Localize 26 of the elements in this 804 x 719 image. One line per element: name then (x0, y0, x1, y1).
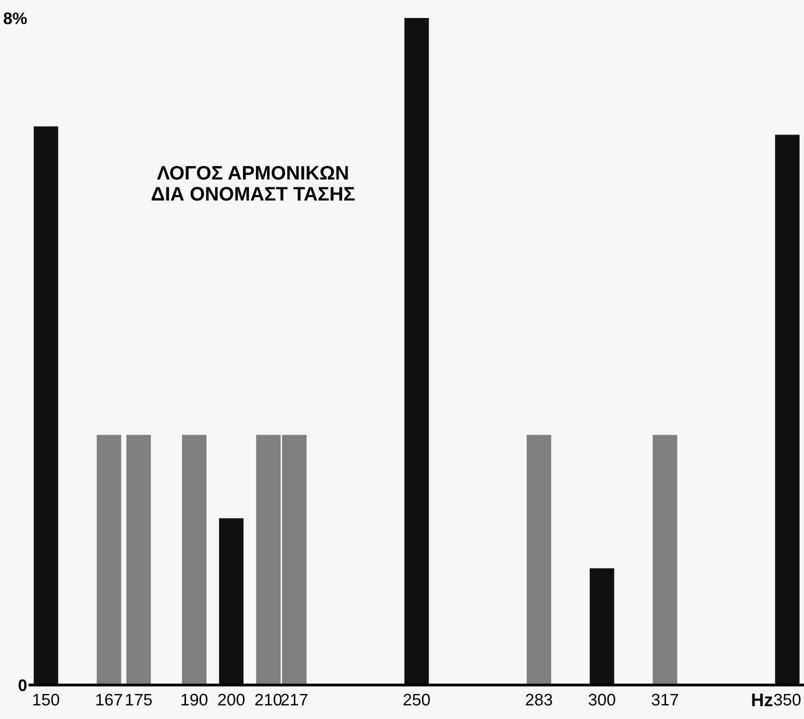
x-tick-label: 250 (404, 694, 430, 706)
bar (652, 434, 678, 685)
bar (96, 434, 122, 685)
x-tick-label: 190 (182, 694, 208, 706)
x-tick-label: 300 (588, 694, 616, 706)
x-tick-label: 167 (96, 694, 122, 706)
x-tick-label: 317 (652, 694, 678, 706)
y-tick-label: 8% (4, 12, 27, 24)
bar (590, 568, 614, 685)
x-tick-label: 175 (126, 694, 152, 706)
x-tick-label: 150 (33, 694, 60, 706)
x-tick-label: 350 (774, 694, 801, 706)
bar (182, 434, 206, 685)
x-axis-title: Hz (752, 694, 772, 706)
y-tick-label: 0 (18, 679, 27, 692)
bar (526, 434, 552, 685)
bar (126, 434, 151, 685)
x-tick-label: 200 (218, 694, 245, 706)
bar (404, 18, 429, 685)
bar (219, 518, 244, 685)
bar (775, 134, 800, 685)
annotation: ΛΟΓΟΣ ΑΡΜΟΝΙΚΩΝ ΔΙΑ ΟΝΟΜΑΣΤ ΤΑΣΗΣ (152, 166, 354, 201)
bar (34, 126, 58, 685)
x-tick-label: 210 (255, 694, 282, 706)
x-tick-label: 283 (526, 694, 552, 706)
x-tick-label: 217 (281, 694, 308, 706)
